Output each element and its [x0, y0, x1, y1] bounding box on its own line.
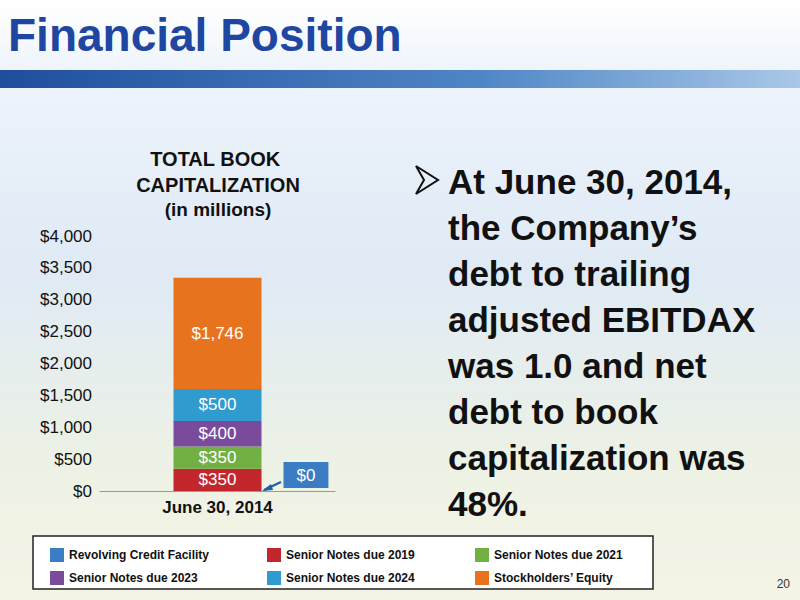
- svg-text:Senior Notes due 2019: Senior Notes due 2019: [286, 548, 415, 562]
- svg-text:$1,500: $1,500: [40, 386, 92, 405]
- svg-text:$350: $350: [199, 470, 237, 489]
- svg-text:20: 20: [777, 577, 791, 591]
- svg-text:CAPITALIZATION: CAPITALIZATION: [136, 174, 300, 196]
- svg-text:$3,500: $3,500: [40, 258, 92, 277]
- svg-text:$2,500: $2,500: [40, 322, 92, 341]
- svg-text:Senior Notes due 2021: Senior Notes due 2021: [494, 548, 623, 562]
- svg-text:June 30, 2014: June 30, 2014: [162, 498, 273, 517]
- svg-text:$1,746: $1,746: [192, 324, 244, 343]
- svg-text:Stockholders’ Equity: Stockholders’ Equity: [494, 571, 613, 585]
- svg-text:48%.: 48%.: [448, 484, 528, 523]
- svg-text:debt to book: debt to book: [448, 392, 659, 431]
- svg-text:$400: $400: [199, 424, 237, 443]
- svg-text:$350: $350: [199, 448, 237, 467]
- svg-text:$500: $500: [199, 395, 237, 414]
- svg-text:debt to trailing: debt to trailing: [448, 254, 691, 293]
- svg-text:TOTAL BOOK: TOTAL BOOK: [150, 148, 286, 170]
- svg-text:$2,000: $2,000: [40, 354, 92, 373]
- svg-text:$3,000: $3,000: [40, 290, 92, 309]
- svg-text:Financial Position: Financial Position: [8, 9, 402, 61]
- svg-text:adjusted EBITDAX: adjusted EBITDAX: [448, 300, 756, 339]
- svg-text:$4,000: $4,000: [40, 227, 92, 246]
- svg-text:capitalization was: capitalization was: [448, 438, 746, 477]
- svg-text:was 1.0 and net: was 1.0 and net: [447, 346, 707, 385]
- svg-text:At June 30, 2014,: At June 30, 2014,: [448, 162, 732, 201]
- svg-text:Revolving Credit Facility: Revolving Credit Facility: [69, 548, 209, 562]
- svg-text:Senior Notes due 2024: Senior Notes due 2024: [286, 571, 415, 585]
- svg-text:Senior Notes due 2023: Senior Notes due 2023: [69, 571, 198, 585]
- svg-text:(in millions): (in millions): [165, 199, 272, 220]
- svg-text:$500: $500: [54, 450, 92, 469]
- svg-text:the Company’s: the Company’s: [448, 208, 698, 247]
- svg-text:$1,000: $1,000: [40, 418, 92, 437]
- svg-text:$0: $0: [73, 482, 92, 501]
- svg-text:$0: $0: [297, 466, 316, 485]
